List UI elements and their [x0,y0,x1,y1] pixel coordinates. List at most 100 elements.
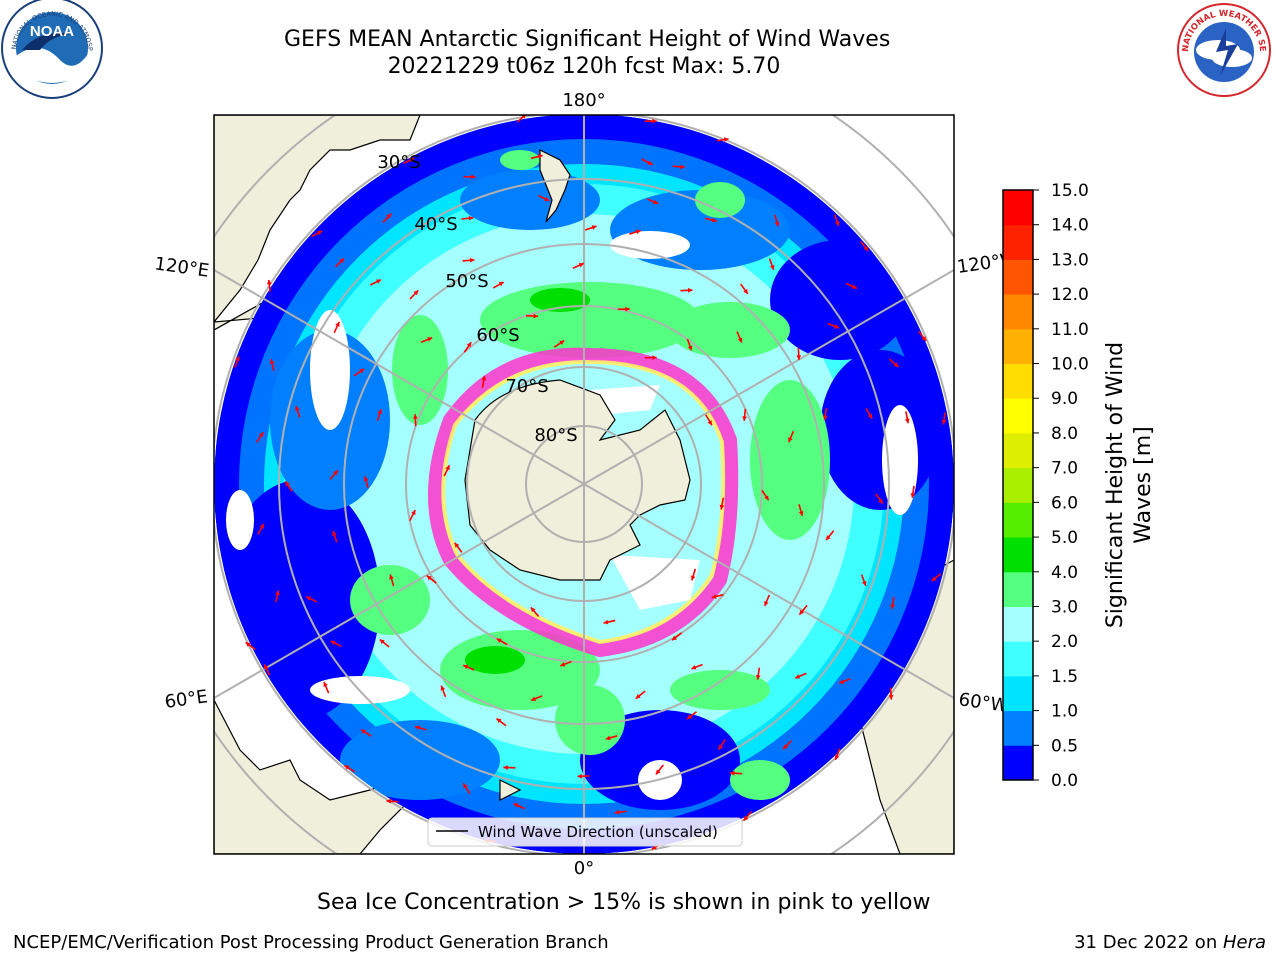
wave-arrow-head [742,416,747,421]
wave-arrow-head [764,601,769,606]
footer-branch: NCEP/EMC/Verification Post Processing Pr… [13,932,609,953]
wave-arrow-head [361,729,367,735]
wave-arrow-head [743,815,749,821]
wave-arrow-head [560,662,566,667]
wave-arrow-head [266,279,272,285]
wave-arrow-head [264,664,269,670]
colorbar-segment [1003,467,1033,503]
wave-arrow-head [851,284,857,289]
wave-arrow-head [931,576,937,582]
wave-arrow-head [359,368,365,374]
wave-arrow-head [503,765,508,770]
lat-label-60s: 60°S [476,325,519,346]
wave-arrow-head [652,118,657,124]
wave-arrow-head [413,290,419,296]
wave-arrow-head [605,735,611,741]
wave-arrow-head [344,765,350,770]
colorbar-tick-label: 5.0 [1051,528,1078,548]
wave-arrow-head [826,535,831,541]
wave-arrow-head [755,674,761,680]
wave-arrow-head [469,257,475,263]
wave-arrow-head [427,337,433,342]
svg-text:NATIONAL WEATHER SERVICE: NATIONAL WEATHER SERVICE [0,0,1267,52]
colorbar-tick-label: 7.0 [1051,459,1078,479]
colorbar-segment [1003,502,1033,538]
wave-arrow-head [687,714,692,720]
wave-arrow-head [834,324,840,329]
wave-arrow-head [445,465,450,471]
wave-arrow-head [687,287,693,293]
colorbar-frame [1002,189,1034,781]
wave-arrow-head [377,409,382,415]
wave-arrow-head [591,225,597,230]
colorbar-tick-label: 9.0 [1051,389,1078,409]
wave-arrow-head [798,510,804,516]
wave-arrow-head [496,718,502,724]
colorbar-tick-label: 1.5 [1051,667,1078,687]
colorbar-tick-label: 1.0 [1051,702,1078,722]
wave-arrow-head [737,337,743,343]
wave-arrow-head [386,213,392,219]
wave-arrow-head [625,306,630,312]
wave-arrow-head [795,674,801,679]
colorbar-tick-label: 13.0 [1051,250,1089,270]
wave-arrow-head [498,282,504,287]
wave-arrow-head [603,619,609,625]
wave-arrow-head [647,160,653,165]
wave-arrow-head [796,355,802,360]
colorbar-tick-label: 3.0 [1051,597,1078,617]
wave-arrow-head [839,679,845,684]
wave-arrow-head [769,264,775,270]
wave-arrow-head [680,164,685,170]
wave-arrow-head [578,262,584,268]
wave-arrow-head [379,639,385,645]
colorbar-segment [1003,224,1033,260]
wave-arrow-head [764,495,769,501]
colorbar-segment [1003,432,1033,469]
wave-arrow-head [306,596,312,601]
colorbar-segment [1003,745,1033,781]
wave-arrow-head [412,414,418,419]
colorbar-segment [1003,641,1033,677]
wave-arrow-head [521,115,526,119]
wave-arrow-head [544,196,550,202]
wave-arrow-head [893,362,899,367]
wave-arrow-head [414,725,420,731]
wave-arrow-head [651,845,657,850]
chart-subtitle: 20221229 t06z 120h fcst Max: 5.70 [387,54,781,79]
wave-arrow-head [245,642,251,647]
wave-arrow-head [285,481,290,487]
lat-label-30s: 30°S [377,152,420,173]
wave-arrow-head [921,336,927,342]
wave-arrow-head [834,754,840,760]
colorbar-segment [1003,675,1033,712]
wave-arrow-head [718,744,724,750]
wave-arrow-head [530,607,536,613]
wave-arrow-head [295,405,300,411]
wave-arrow-head [723,137,729,142]
nws-ring-text: NATIONAL WEATHER SERVICE [0,0,1267,52]
wave-arrow-head [463,664,469,670]
wave-arrow-head [363,476,369,482]
wave-arrow-head [687,345,693,351]
colorbar-tick-label: 2.0 [1051,632,1078,652]
colorbar-segment [1003,294,1033,330]
colorbar-segment [1003,710,1033,746]
wave-arrow-head [719,504,725,510]
graticule [214,115,954,854]
noaa-logo: NOAA NATIONAL OCEANIC AND ATMOSPHERIC AD… [0,0,103,99]
wave-arrow-head [466,342,472,348]
wave-arrow-head [690,575,696,581]
wave-arrow-head [330,640,336,646]
wave-arrow-head [653,199,659,205]
wave-arrow-head [537,154,543,159]
wave-arrow-head [411,509,416,515]
colorbar-tick-label: 8.0 [1051,424,1078,444]
wave-arrow-head [323,681,328,687]
lat-label-80s: 80°S [534,425,577,446]
wave-arrow-head [496,638,502,643]
wave-arrow-head [339,258,345,264]
nws-logo: NATIONAL WEATHER SERVICE [0,0,1271,97]
colorbar-segment [1003,259,1033,295]
